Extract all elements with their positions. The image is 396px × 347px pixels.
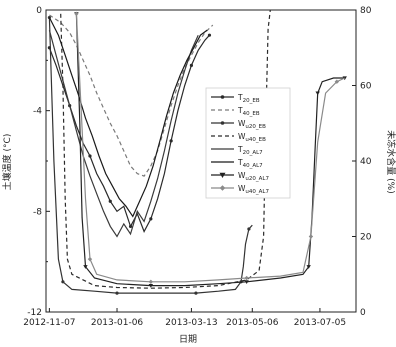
point-wu40_al7 <box>334 79 340 84</box>
x-axis-title: 日期 <box>179 334 197 345</box>
point-wu20_eb <box>247 227 251 231</box>
point-wu20_al7 <box>244 280 249 284</box>
point-wu20_eb <box>61 280 65 284</box>
point-wu20_al7 <box>83 265 88 269</box>
y-tick-label-left: -12 <box>27 308 42 318</box>
legend-label-wu20_al7: Wu20_AL7 <box>238 171 269 182</box>
series-line-wu20_eb <box>48 17 253 294</box>
point-wu20_eb <box>115 291 119 295</box>
legend-label-t20_eb: T20_EB <box>237 93 260 104</box>
point-wu40_al7 <box>87 256 93 262</box>
legend: T20_EB T40_EB Wu20_EB Wu40_EB T20_AL7 T40_AL7… <box>205 87 291 199</box>
series-line-wu40_al7 <box>75 13 345 283</box>
series-line-t40_eb <box>49 14 214 177</box>
point-t20_eb <box>149 217 153 221</box>
point-wu40_al7 <box>74 11 79 16</box>
point-wu40_al7 <box>244 275 249 281</box>
legend-marker <box>219 185 226 191</box>
x-tick-label: 2012-11-07 <box>23 318 75 328</box>
point-t20_eb <box>128 224 133 229</box>
y-tick-label-right: 60 <box>360 82 372 92</box>
point-wu20_eb <box>194 291 198 295</box>
y-tick-label-left: -8 <box>33 207 42 217</box>
legend-marker <box>219 172 226 178</box>
legend-marker <box>220 121 225 125</box>
point-wu40_al7 <box>148 279 154 284</box>
legend-label-wu40_al7: Wu40_AL7 <box>238 184 269 195</box>
series-line-wu40_eb <box>60 9 271 289</box>
point-wu40_al7 <box>308 234 314 239</box>
legend-label-t40_al7: T40_AL7 <box>237 158 263 169</box>
legend-label-t20_al7: T20_AL7 <box>237 145 263 156</box>
legend-box <box>205 87 291 199</box>
y-tick-label-left: -4 <box>33 107 42 117</box>
point-t20_eb <box>207 33 212 37</box>
point-t20_eb <box>88 154 92 158</box>
y-axis-title-right: 未冻水含量 (%) <box>385 130 396 193</box>
point-t20_eb <box>108 199 112 203</box>
point-t20_eb <box>169 139 173 143</box>
axes-layer: 2012-11-07 2013-01-06 2013-03-13 2013-05-06… <box>23 6 372 328</box>
y-tick-label-left: 0 <box>36 6 42 16</box>
point-t20_eb <box>189 63 194 67</box>
legend-label-wu20_eb: Wu20_EB <box>238 119 266 130</box>
point-wu20_al7 <box>306 265 311 269</box>
x-tick-label: 2013-05-06 <box>226 318 279 328</box>
legend-label-wu40_eb: Wu40_EB <box>238 132 266 143</box>
legend-label-t40_eb: T40_EB <box>237 106 260 117</box>
y-axis-title-left: 土壤温度 (°C) <box>1 134 13 191</box>
x-tick-label: 2013-03-13 <box>165 318 217 328</box>
series-layer <box>47 9 347 295</box>
x-tick-label: 2013-07-05 <box>294 318 346 328</box>
point-wu20_al7 <box>148 283 154 288</box>
y-tick-label-right: 40 <box>360 157 372 167</box>
legend-marker <box>220 95 225 99</box>
x-tick-label: 2013-01-06 <box>91 318 144 328</box>
point-wu20_al7 <box>315 91 320 96</box>
y-tick-label-right: 0 <box>360 308 366 318</box>
y-tick-label-right: 80 <box>360 6 372 16</box>
series-line-t40_al7 <box>48 17 208 218</box>
y-tick-label-right: 20 <box>360 233 372 243</box>
series-line-t20_al7 <box>48 29 199 238</box>
